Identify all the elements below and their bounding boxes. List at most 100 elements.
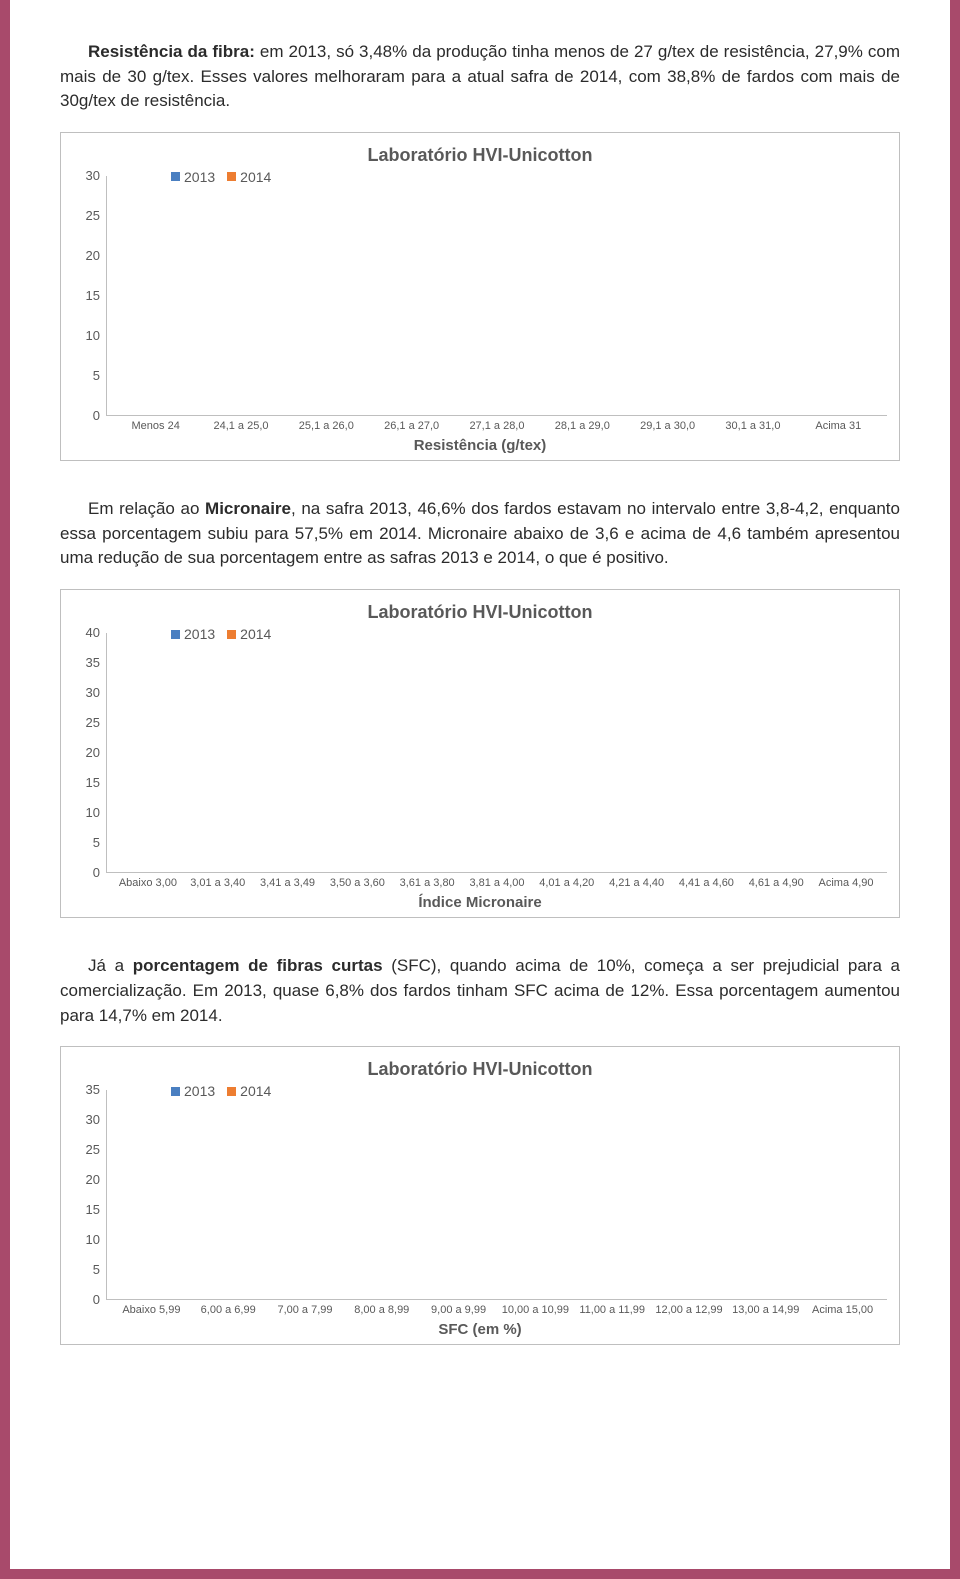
- paragraph-resistencia: Resistência da fibra: em 2013, só 3,48% …: [60, 40, 900, 114]
- x-label: Abaixo 3,00: [113, 877, 183, 890]
- x-label: 7,00 a 7,99: [267, 1304, 344, 1317]
- x-label: 30,1 a 31,0: [710, 420, 795, 433]
- x-label: 13,00 a 14,99: [727, 1304, 804, 1317]
- chart-legend: 2013 2014: [171, 1083, 271, 1099]
- y-tick-label: 0: [93, 1292, 100, 1307]
- text-sfc-pre: Já a: [88, 956, 133, 975]
- legend-item: 2013: [171, 626, 215, 642]
- x-label: 11,00 a 11,99: [574, 1304, 651, 1317]
- x-label: 8,00 a 8,99: [343, 1304, 420, 1317]
- y-tick-label: 25: [86, 715, 100, 730]
- x-label: 28,1 a 29,0: [540, 420, 625, 433]
- x-axis-title: SFC (em %): [73, 1321, 887, 1338]
- y-axis: 4035302520151050: [73, 633, 107, 873]
- paragraph-micronaire: Em relação ao Micronaire, na safra 2013,…: [60, 497, 900, 571]
- x-label: Acima 4,90: [811, 877, 881, 890]
- plot-area: 302520151050: [73, 176, 887, 416]
- y-tick-label: 25: [86, 208, 100, 223]
- bars-zone: [107, 1090, 887, 1300]
- chart-legend: 2013 2014: [171, 626, 271, 642]
- x-axis-title: Resistência (g/tex): [73, 437, 887, 454]
- y-tick-label: 15: [86, 775, 100, 790]
- legend-swatch: [227, 172, 236, 181]
- x-label: 3,01 a 3,40: [183, 877, 253, 890]
- y-tick-label: 40: [86, 625, 100, 640]
- y-tick-label: 30: [86, 685, 100, 700]
- legend-item: 2014: [227, 1083, 271, 1099]
- y-tick-label: 20: [86, 1172, 100, 1187]
- x-label: 10,00 a 10,99: [497, 1304, 574, 1317]
- y-tick-label: 30: [86, 1112, 100, 1127]
- legend-swatch: [227, 1087, 236, 1096]
- legend-label: 2014: [240, 1083, 271, 1099]
- x-label: 26,1 a 27,0: [369, 420, 454, 433]
- page-frame: Resistência da fibra: em 2013, só 3,48% …: [0, 0, 960, 1579]
- y-tick-label: 10: [86, 1232, 100, 1247]
- x-label: 3,81 a 4,00: [462, 877, 532, 890]
- x-label: 4,01 a 4,20: [532, 877, 602, 890]
- bold-micronaire: Micronaire: [205, 499, 291, 518]
- y-tick-label: 10: [86, 328, 100, 343]
- plot-area: 35302520151050: [73, 1090, 887, 1300]
- y-tick-label: 30: [86, 168, 100, 183]
- y-tick-label: 25: [86, 1142, 100, 1157]
- bold-resistencia: Resistência da fibra:: [88, 42, 255, 61]
- x-label: 25,1 a 26,0: [284, 420, 369, 433]
- x-label: Acima 15,00: [804, 1304, 881, 1317]
- chart-resistencia: Laboratório HVI-Unicotton201320143025201…: [60, 132, 900, 461]
- legend-label: 2013: [184, 1083, 215, 1099]
- x-labels: Abaixo 5,996,00 a 6,997,00 a 7,998,00 a …: [107, 1300, 887, 1317]
- y-tick-label: 35: [86, 1082, 100, 1097]
- x-label: Acima 31: [796, 420, 881, 433]
- legend-item: 2013: [171, 169, 215, 185]
- y-tick-label: 20: [86, 248, 100, 263]
- legend-item: 2014: [227, 169, 271, 185]
- legend-swatch: [171, 1087, 180, 1096]
- x-label: 9,00 a 9,99: [420, 1304, 497, 1317]
- bars-zone: [107, 633, 887, 873]
- y-axis: 302520151050: [73, 176, 107, 416]
- x-axis-title: Índice Micronaire: [73, 894, 887, 911]
- x-label: 4,21 a 4,40: [602, 877, 672, 890]
- legend-label: 2014: [240, 626, 271, 642]
- x-labels: Abaixo 3,003,01 a 3,403,41 a 3,493,50 a …: [107, 873, 887, 890]
- y-tick-label: 0: [93, 408, 100, 423]
- x-label: 3,61 a 3,80: [392, 877, 462, 890]
- x-label: 3,50 a 3,60: [322, 877, 392, 890]
- x-label: Abaixo 5,99: [113, 1304, 190, 1317]
- x-label: 4,41 a 4,60: [672, 877, 742, 890]
- chart-legend: 2013 2014: [171, 169, 271, 185]
- y-tick-label: 35: [86, 655, 100, 670]
- legend-item: 2014: [227, 626, 271, 642]
- chart-micronaire: Laboratório HVI-Unicotton 2013 2014 40 35 30 2…: [60, 589, 900, 918]
- x-label: 6,00 a 6,99: [190, 1304, 267, 1317]
- legend-swatch: [227, 630, 236, 639]
- x-label: 3,41 a 3,49: [253, 877, 323, 890]
- y-tick-label: 20: [86, 745, 100, 760]
- y-tick-label: 5: [93, 1262, 100, 1277]
- legend-swatch: [171, 630, 180, 639]
- legend-label: 2014: [240, 169, 271, 185]
- chart-title: Laboratório HVI-Unicotton: [73, 602, 887, 623]
- chart-title: Laboratório HVI-Unicotton: [73, 1059, 887, 1080]
- chart-title: Laboratório HVI-Unicotton: [73, 145, 887, 166]
- x-label: 29,1 a 30,0: [625, 420, 710, 433]
- y-tick-label: 15: [86, 1202, 100, 1217]
- y-tick-label: 15: [86, 288, 100, 303]
- x-label: 24,1 a 25,0: [198, 420, 283, 433]
- chart-sfc: Laboratório HVI-Unicotton 2013 2014 35 30 25 2…: [60, 1046, 900, 1345]
- y-tick-label: 5: [93, 368, 100, 383]
- plot-area: 4035302520151050: [73, 633, 887, 873]
- legend-label: 2013: [184, 626, 215, 642]
- bold-sfc: porcentagem de fibras curtas: [133, 956, 383, 975]
- y-tick-label: 0: [93, 865, 100, 880]
- y-tick-label: 5: [93, 835, 100, 850]
- text-micronaire-pre: Em relação ao: [88, 499, 205, 518]
- paragraph-sfc: Já a porcentagem de fibras curtas (SFC),…: [60, 954, 900, 1028]
- x-label: 12,00 a 12,99: [651, 1304, 728, 1317]
- x-label: Menos 24: [113, 420, 198, 433]
- bars-zone: [107, 176, 887, 416]
- y-axis: 35302520151050: [73, 1090, 107, 1300]
- x-label: 4,61 a 4,90: [741, 877, 811, 890]
- y-tick-label: 10: [86, 805, 100, 820]
